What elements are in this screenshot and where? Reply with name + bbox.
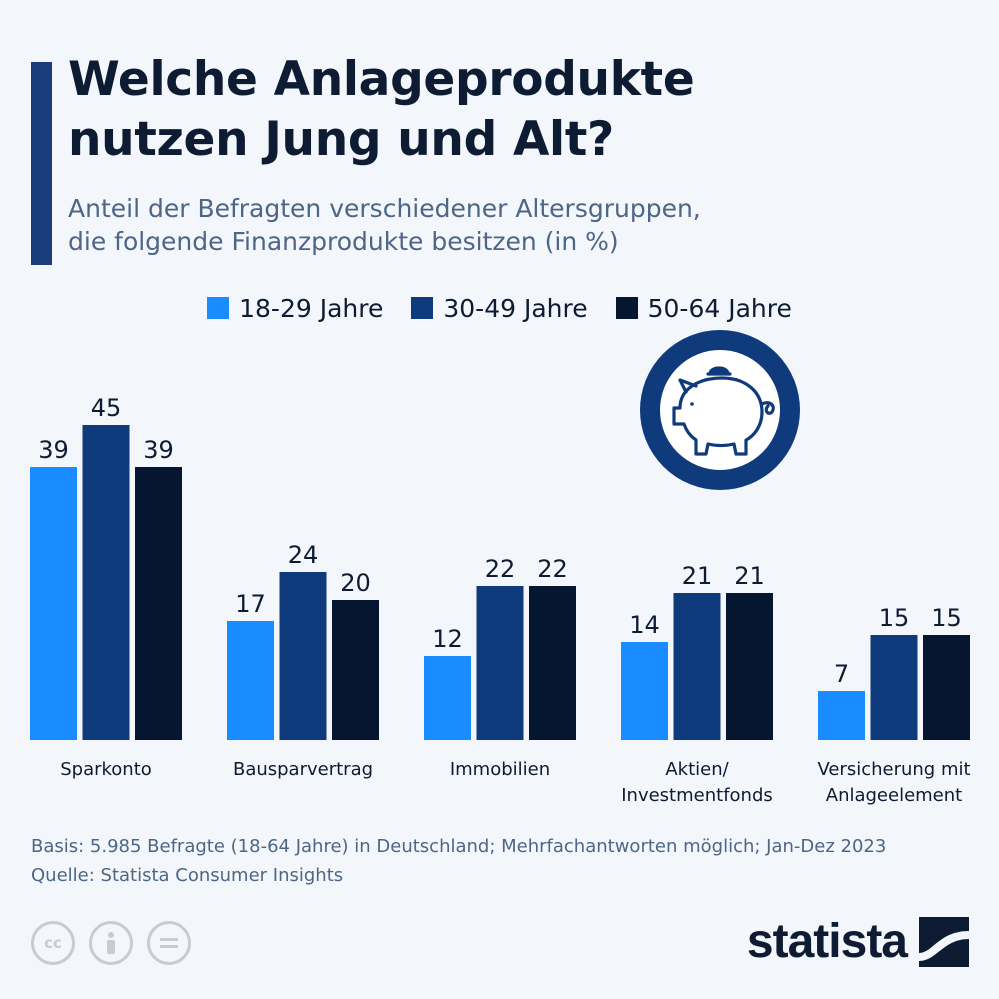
chart-subtitle: Anteil der Befragten verschiedener Alter… bbox=[68, 192, 968, 258]
bar-chart: 39 45 39 Sparkonto 17 24 20 Bausparvertrag 12 22 2… bbox=[30, 330, 971, 806]
legend-label-18-29: 18-29 Jahre bbox=[239, 293, 384, 323]
badge-ring bbox=[640, 330, 800, 490]
subtitle-line-2: die folgende Finanzprodukte besitzen (in… bbox=[68, 227, 619, 256]
category-label-1-0: Bausparvertrag bbox=[233, 759, 373, 780]
legend-item-30-49: 30-49 Jahre bbox=[411, 293, 588, 323]
bar-value-label-2-1: 22 bbox=[485, 555, 516, 583]
footer-source: Quelle: Statista Consumer Insights bbox=[31, 865, 344, 886]
bars-layer: 39 45 39 Sparkonto 17 24 20 Bausparvertrag 12 22 2… bbox=[30, 394, 971, 806]
bar-1-1 bbox=[279, 572, 327, 740]
bar-0-2 bbox=[135, 467, 182, 740]
bar-value-label-4-1: 15 bbox=[879, 604, 910, 632]
legend-swatch-18-29 bbox=[207, 297, 230, 319]
legend-item-18-29: 18-29 Jahre bbox=[207, 294, 383, 323]
bar-2-1 bbox=[476, 586, 524, 740]
bar-4-1 bbox=[870, 635, 918, 740]
bar-value-label-1-2: 20 bbox=[340, 569, 371, 597]
legend-label-30-49: 30-49 Jahre bbox=[443, 293, 588, 323]
bar-0-0 bbox=[30, 467, 77, 740]
category-label-2-0: Immobilien bbox=[450, 759, 550, 780]
piggy-bank-icon bbox=[672, 366, 775, 456]
bar-value-label-2-0: 12 bbox=[432, 625, 463, 653]
bar-value-label-0-2: 39 bbox=[143, 436, 174, 464]
footer: Basis: 5.985 Befragte (18-64 Jahre) in D… bbox=[31, 832, 886, 890]
bar-1-0 bbox=[227, 621, 274, 740]
piggy-bank-badge bbox=[640, 330, 800, 490]
legend-item-50-64: 50-64 Jahre bbox=[615, 293, 792, 323]
bar-value-label-0-0: 39 bbox=[38, 436, 69, 464]
category-label-4-1: Anlageelement bbox=[826, 785, 962, 806]
bar-2-2 bbox=[529, 586, 576, 740]
legend-label-50-64: 50-64 Jahre bbox=[647, 293, 792, 323]
title-accent-bar bbox=[31, 62, 52, 265]
legend-swatch-50-64 bbox=[615, 297, 638, 319]
bar-2-0 bbox=[424, 656, 471, 740]
category-label-3-1: Investmentfonds bbox=[621, 785, 773, 806]
person-icon[interactable] bbox=[89, 921, 133, 965]
legend: 18-29 Jahre 30-49 Jahre 50-64 Jahre bbox=[0, 290, 999, 326]
bar-value-label-1-0: 17 bbox=[235, 590, 266, 618]
bar-value-label-3-1: 21 bbox=[682, 562, 713, 590]
bar-3-0 bbox=[621, 642, 668, 740]
title-line-1: Welche Anlageprodukte bbox=[68, 52, 695, 107]
bar-3-1 bbox=[673, 593, 721, 740]
bar-value-label-3-2: 21 bbox=[734, 562, 765, 590]
bar-value-label-2-2: 22 bbox=[537, 555, 568, 583]
bar-3-2 bbox=[726, 593, 773, 740]
category-label-3-0: Aktien/ bbox=[665, 759, 729, 780]
category-label-0-0: Sparkonto bbox=[60, 759, 152, 780]
bar-4-0 bbox=[818, 691, 865, 740]
bar-1-2 bbox=[332, 600, 379, 740]
license-icons: cc bbox=[31, 921, 191, 965]
bar-value-label-4-0: 7 bbox=[834, 660, 849, 688]
statista-mark-icon bbox=[919, 916, 969, 967]
legend-swatch-30-49 bbox=[411, 297, 434, 319]
bar-value-label-4-2: 15 bbox=[931, 604, 962, 632]
equals-glyph-icon bbox=[160, 938, 178, 948]
bar-0-1 bbox=[82, 425, 130, 740]
category-label-4-0: Versicherung mit bbox=[817, 759, 970, 780]
chart-title: Welche Anlageprodukte nutzen Jung und Al… bbox=[68, 50, 968, 170]
equals-icon[interactable] bbox=[147, 921, 191, 965]
bar-value-label-0-1: 45 bbox=[91, 394, 122, 422]
statista-logo[interactable]: statista bbox=[747, 914, 969, 969]
bar-value-label-3-0: 14 bbox=[629, 611, 660, 639]
footer-basis: Basis: 5.985 Befragte (18-64 Jahre) in D… bbox=[31, 836, 887, 857]
person-glyph-icon bbox=[107, 932, 115, 954]
title-line-2: nutzen Jung und Alt? bbox=[68, 112, 614, 167]
brand-name: statista bbox=[746, 915, 908, 968]
bar-value-label-1-1: 24 bbox=[288, 541, 319, 569]
subtitle-line-1: Anteil der Befragten verschiedener Alter… bbox=[68, 194, 701, 223]
bar-4-2 bbox=[923, 635, 970, 740]
cc-icon[interactable]: cc bbox=[31, 921, 75, 965]
